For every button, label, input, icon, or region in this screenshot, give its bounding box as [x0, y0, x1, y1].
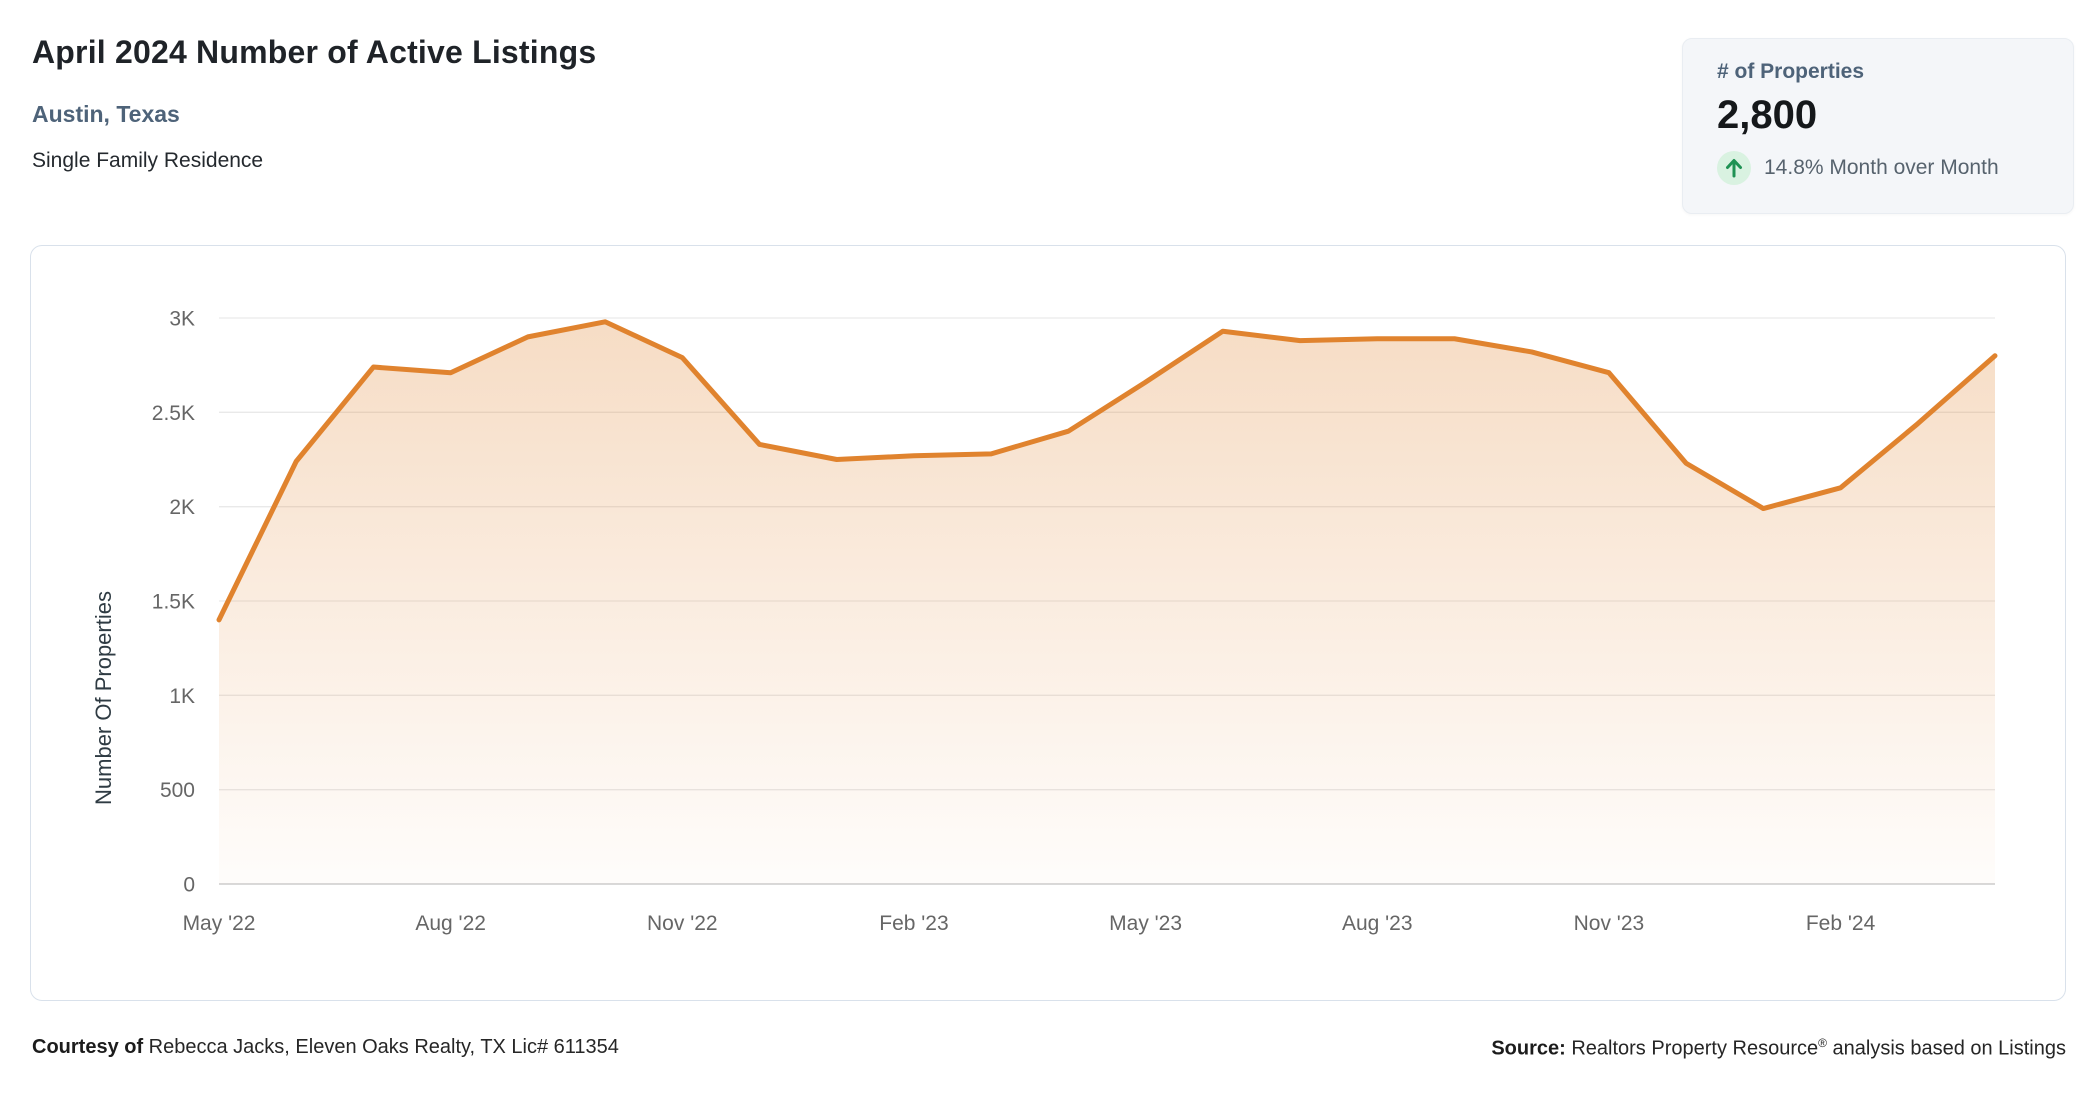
source-label: Source:	[1491, 1037, 1566, 1060]
source-text: Realtors Property Resource	[1565, 1037, 1819, 1060]
stat-change-text: 14.8% Month over Month	[1764, 156, 1999, 179]
page-location: Austin, Texas	[32, 101, 180, 127]
y-tick-label: 2K	[169, 496, 195, 519]
y-tick-label: 2.5K	[152, 402, 195, 425]
x-tick-label: Nov '22	[647, 912, 718, 935]
properties-stat-card: # of Properties 2,800 14.8% Month over M…	[1682, 38, 2074, 214]
x-tick-label: May '23	[1109, 912, 1182, 935]
x-tick-label: Aug '22	[415, 912, 486, 935]
x-tick-label: Aug '23	[1342, 912, 1413, 935]
source-tail: analysis based on Listings	[1826, 1037, 2067, 1060]
x-tick-label: Feb '23	[879, 912, 948, 935]
courtesy-label: Courtesy of	[32, 1036, 144, 1058]
registered-mark: ®	[1818, 1036, 1827, 1050]
y-tick-label: 3K	[169, 308, 195, 331]
y-tick-label: 1.5K	[152, 591, 195, 614]
y-tick-label: 1K	[169, 685, 195, 708]
area-fill	[219, 321, 1995, 884]
stat-trend-row: 14.8% Month over Month	[1717, 151, 2039, 185]
page-title: April 2024 Number of Active Listings	[32, 34, 597, 70]
chart-card: Number Of Properties 0 500 1K 1.5K 2K 2.5K 3K M…	[30, 245, 2066, 1001]
courtesy-text: Rebecca Jacks, Eleven Oaks Realty, TX Li…	[143, 1036, 619, 1058]
trend-line	[216, 319, 1998, 623]
courtesy-line: Courtesy of Rebecca Jacks, Eleven Oaks R…	[32, 1036, 619, 1059]
stat-value: 2,800	[1717, 93, 1818, 137]
y-tick-label: 500	[160, 779, 195, 802]
stat-label: # of Properties	[1717, 60, 1865, 83]
trend-up-icon	[1717, 151, 1751, 185]
x-tick-label: Feb '24	[1806, 912, 1876, 935]
x-tick-label: May '22	[183, 912, 256, 935]
y-tick-label: 0	[183, 874, 195, 897]
active-listings-area-chart: 0 500 1K 1.5K 2K 2.5K 3K May '22 Aug '22 Nov '22 F…	[152, 308, 1998, 935]
page-property-type: Single Family Residence	[32, 149, 264, 172]
x-tick-label: Nov '23	[1574, 912, 1645, 935]
source-line: Source: Realtors Property Resource® anal…	[1491, 1036, 2066, 1061]
